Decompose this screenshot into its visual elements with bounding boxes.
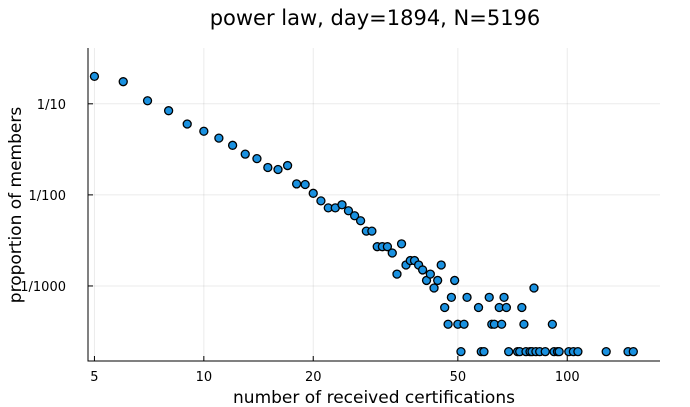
x-tick-label: 5: [90, 370, 98, 385]
data-point: [367, 226, 377, 236]
data-point: [433, 275, 443, 286]
y-axis-label: proportion of members: [6, 107, 26, 304]
data-point: [89, 71, 100, 82]
data-point: [163, 106, 174, 116]
data-point: [300, 179, 310, 190]
grid: [88, 48, 660, 361]
x-tick-label: 10: [196, 370, 213, 385]
data-point: [291, 179, 302, 189]
data-point: [182, 119, 192, 129]
data-point: [387, 248, 397, 258]
data-point: [118, 77, 128, 87]
data-point: [554, 346, 564, 357]
x-axis-label: number of received certifications: [233, 388, 515, 407]
data-point: [473, 302, 484, 313]
data-point: [529, 283, 539, 293]
data-point: [504, 346, 514, 357]
data-point: [343, 206, 354, 216]
data-point: [355, 216, 366, 226]
data-point: [540, 346, 550, 357]
data-point: [227, 140, 238, 150]
axis-frame: [87, 48, 660, 362]
y-tick-label: 1/10: [37, 98, 66, 113]
data-point: [382, 242, 393, 252]
data-point: [214, 133, 224, 143]
x-tick-label: 100: [555, 370, 580, 385]
data-point: [425, 269, 435, 279]
data-point: [446, 292, 457, 302]
data-point: [450, 275, 460, 286]
data-point: [479, 346, 489, 357]
data-point: [142, 96, 153, 106]
data-point: [547, 319, 558, 329]
x-ticks: 5 10 20 50 100: [90, 356, 580, 385]
data-point: [349, 211, 360, 221]
data-point: [417, 265, 428, 275]
data-point: [440, 302, 450, 313]
y-tick-label: 1/1000: [20, 280, 66, 295]
data-point: [501, 302, 512, 313]
data-point: [459, 319, 469, 329]
x-tick-label: 20: [305, 370, 322, 385]
data-point: [282, 160, 293, 171]
data-point: [519, 319, 529, 329]
data-point: [199, 126, 209, 136]
data-point: [484, 292, 494, 302]
x-tick-label: 50: [450, 370, 467, 385]
data-point: [628, 346, 638, 357]
data-point: [316, 196, 326, 206]
data-point: [462, 292, 472, 302]
data-point: [497, 319, 507, 329]
y-ticks: 1/10 1/100 1/1000: [20, 98, 93, 295]
data-point: [443, 319, 453, 329]
chart-title: power law, day=1894, N=5196: [210, 6, 541, 30]
data-point: [573, 346, 583, 357]
data-point: [263, 162, 273, 173]
data-point: [273, 164, 283, 175]
data-point: [499, 292, 509, 302]
data-point: [392, 269, 402, 279]
y-tick-label: 1/100: [29, 189, 66, 204]
data-point: [456, 346, 466, 357]
data-point: [429, 283, 439, 293]
data-point: [337, 200, 347, 210]
data-point: [517, 302, 527, 313]
data-point: [436, 260, 446, 270]
data-points: [89, 71, 638, 357]
data-point: [396, 239, 407, 249]
data-point: [240, 149, 250, 159]
data-point: [308, 188, 318, 198]
data-point: [601, 346, 611, 357]
data-point: [252, 153, 262, 164]
